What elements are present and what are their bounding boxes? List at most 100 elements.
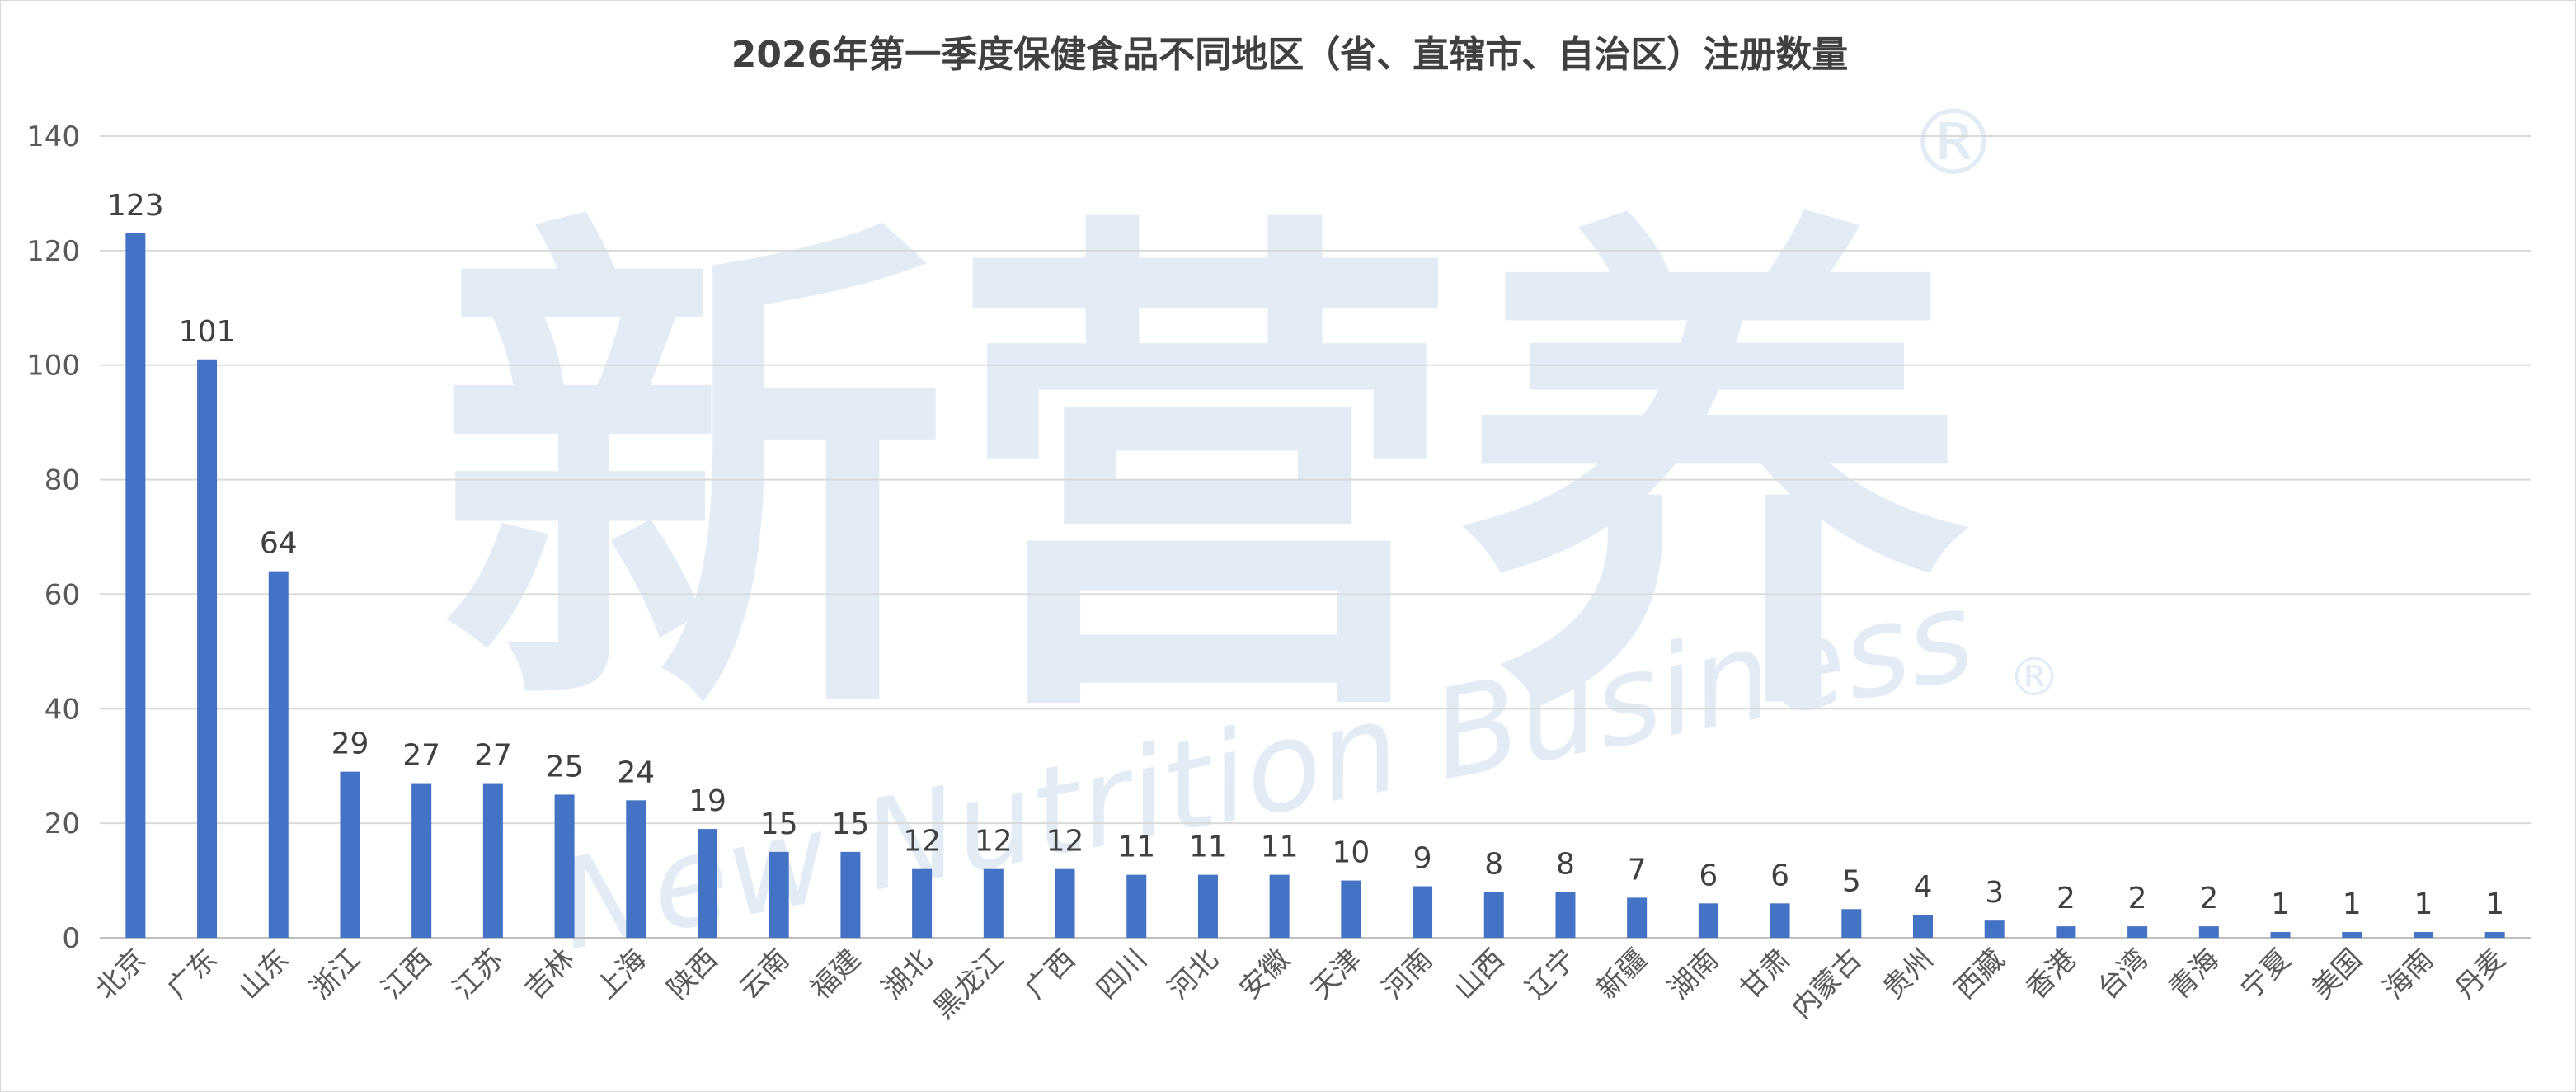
data-label: 1 bbox=[2343, 887, 2362, 921]
y-tick-label: 140 bbox=[26, 120, 80, 153]
watermark-brand-cn: 新营养 bbox=[438, 173, 1972, 774]
x-tick-label: 河北 bbox=[1162, 943, 1225, 1005]
watermark-registered-mark: ® bbox=[1908, 90, 1999, 195]
x-tick-label: 云南 bbox=[733, 943, 796, 1005]
bar bbox=[2127, 926, 2148, 938]
x-tick-label: 新疆 bbox=[1591, 943, 1653, 1005]
bar bbox=[340, 771, 360, 938]
bar bbox=[840, 851, 861, 938]
data-label: 8 bbox=[1484, 847, 1503, 881]
data-label: 1 bbox=[2271, 887, 2290, 921]
bar bbox=[1197, 874, 1218, 938]
x-tick-label: 广东 bbox=[161, 943, 223, 1005]
y-tick-label: 120 bbox=[26, 235, 80, 268]
bar bbox=[2484, 932, 2505, 938]
y-tick-label: 40 bbox=[45, 693, 80, 726]
bar bbox=[2198, 926, 2219, 938]
bar bbox=[1841, 909, 1862, 938]
data-label: 64 bbox=[260, 527, 298, 561]
x-tick-label: 甘肃 bbox=[1734, 943, 1797, 1005]
data-label: 3 bbox=[1985, 876, 2004, 910]
data-label: 9 bbox=[1413, 842, 1432, 876]
bar bbox=[698, 829, 717, 938]
x-tick-label: 丹麦 bbox=[2449, 943, 2512, 1005]
data-label: 25 bbox=[546, 750, 584, 784]
bars bbox=[125, 233, 2505, 938]
data-label: 7 bbox=[1628, 853, 1647, 887]
x-tick-label: 辽宁 bbox=[1519, 943, 1582, 1005]
x-tick-label: 西藏 bbox=[1948, 943, 2011, 1005]
bar bbox=[197, 359, 218, 938]
data-label: 2 bbox=[2057, 882, 2075, 915]
bar bbox=[1555, 892, 1576, 938]
bar bbox=[2413, 932, 2433, 938]
bar bbox=[1698, 903, 1718, 938]
y-tick-label: 80 bbox=[45, 464, 80, 497]
bar bbox=[626, 800, 646, 938]
x-tick-label: 海南 bbox=[2377, 943, 2440, 1005]
data-label: 27 bbox=[402, 739, 440, 773]
data-label: 6 bbox=[1770, 859, 1789, 892]
bar bbox=[1126, 874, 1147, 938]
data-label: 11 bbox=[1117, 831, 1155, 864]
data-label: 4 bbox=[1914, 870, 1933, 904]
x-tick-label: 香港 bbox=[2019, 943, 2082, 1005]
data-label: 19 bbox=[689, 784, 726, 818]
chart-title: 2026年第一季度保健食品不同地区（省、直辖市、自治区）注册数量 bbox=[731, 34, 1848, 76]
gridlines bbox=[100, 135, 2531, 939]
bar bbox=[411, 783, 432, 938]
bar bbox=[2270, 932, 2291, 938]
x-tick-label: 河南 bbox=[1376, 943, 1439, 1005]
y-tick-label: 60 bbox=[45, 578, 80, 611]
x-tick-label: 广西 bbox=[1019, 943, 1082, 1005]
x-tick-label: 天津 bbox=[1304, 943, 1367, 1005]
bar bbox=[482, 783, 503, 938]
data-label: 10 bbox=[1332, 836, 1370, 870]
watermark-logo: 新营养 New Nutrition Business ® ® bbox=[438, 90, 2061, 978]
bar bbox=[1913, 915, 1933, 938]
data-label: 2 bbox=[2199, 882, 2218, 915]
data-label: 6 bbox=[1699, 859, 1718, 892]
data-label: 11 bbox=[1189, 831, 1227, 864]
x-tick-label: 安徽 bbox=[1234, 943, 1296, 1005]
x-tick-label: 台湾 bbox=[2091, 943, 2154, 1005]
data-label: 15 bbox=[760, 807, 798, 841]
x-tick-label: 宁夏 bbox=[2235, 943, 2297, 1005]
bar bbox=[912, 868, 933, 938]
data-label: 12 bbox=[975, 825, 1013, 859]
data-label: 123 bbox=[107, 189, 164, 223]
x-tick-label: 北京 bbox=[89, 943, 152, 1005]
bar bbox=[1341, 880, 1361, 938]
bar bbox=[1627, 897, 1648, 938]
bar bbox=[125, 233, 146, 938]
watermark-registered-mark-small: ® bbox=[2008, 647, 2061, 708]
data-label: 101 bbox=[179, 315, 236, 349]
x-tick-label: 美国 bbox=[2306, 943, 2368, 1005]
bar bbox=[1055, 868, 1075, 938]
bar bbox=[1483, 892, 1504, 938]
data-label: 8 bbox=[1556, 847, 1575, 881]
x-tick-label: 江西 bbox=[375, 943, 438, 1005]
x-tick-label: 山东 bbox=[233, 943, 295, 1005]
bar bbox=[268, 571, 289, 938]
y-tick-label: 20 bbox=[45, 807, 80, 840]
data-label: 12 bbox=[1046, 825, 1084, 859]
data-label: 24 bbox=[617, 755, 655, 789]
x-tick-label: 山西 bbox=[1448, 943, 1511, 1005]
data-label: 1 bbox=[2485, 887, 2504, 921]
data-label: 2 bbox=[2128, 882, 2147, 915]
bar bbox=[1413, 886, 1433, 938]
data-label: 27 bbox=[474, 739, 512, 773]
y-axis: 0 20 40 60 80 100 120 140 bbox=[26, 120, 80, 955]
bar bbox=[1984, 920, 2005, 938]
x-tick-label: 青海 bbox=[2163, 943, 2226, 1005]
x-tick-label: 江苏 bbox=[447, 943, 510, 1005]
data-label: 5 bbox=[1842, 864, 1861, 898]
x-tick-label: 福建 bbox=[804, 943, 867, 1005]
x-tick-label: 湖南 bbox=[1662, 943, 1725, 1005]
y-tick-label: 0 bbox=[62, 922, 80, 955]
data-label: 12 bbox=[903, 825, 941, 859]
